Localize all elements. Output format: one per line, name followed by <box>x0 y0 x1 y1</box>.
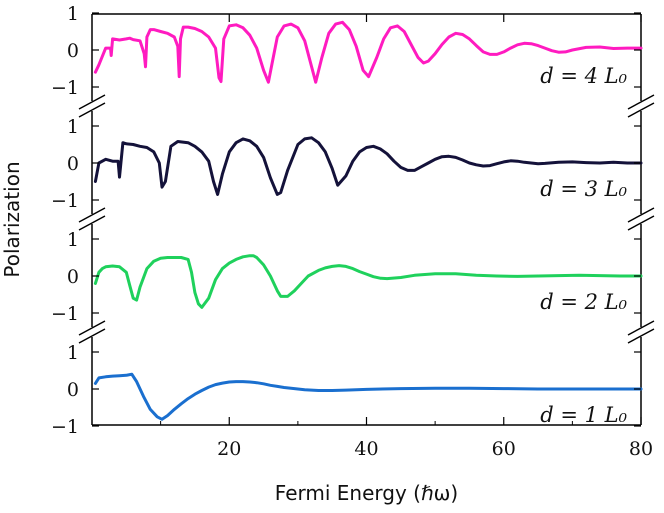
axis-break-mark <box>78 320 106 336</box>
y-tick-label: 1 <box>67 3 79 25</box>
y-tick-label: 1 <box>67 229 79 251</box>
y-axis-title: Polarization <box>0 161 24 277</box>
panel-label: d = 2 L₀ <box>540 290 627 314</box>
x-tick-label: 60 <box>492 438 516 460</box>
axis-break-mark <box>78 94 106 110</box>
axis-break-mark <box>78 215 106 231</box>
series-line <box>93 372 643 421</box>
y-tick-label: −1 <box>51 190 79 212</box>
y-tick-label: −1 <box>51 303 79 325</box>
y-tick-label: 1 <box>67 116 79 138</box>
series-layer: d = 4 L₀ d = 3 L₀ d = 2 L₀ d = 1 L₀ <box>93 20 643 427</box>
axis-break-mark <box>627 320 655 336</box>
y-tick-label: −1 <box>51 77 79 99</box>
axis-break-mark <box>627 207 655 223</box>
axis-break-mark <box>78 207 106 223</box>
panel-label: d = 3 L₀ <box>540 177 627 201</box>
axis-break-mark <box>627 328 655 344</box>
axis-break-mark <box>78 102 106 118</box>
y-tick-label: 1 <box>67 342 79 364</box>
series-line <box>93 136 643 196</box>
x-tick-label: 40 <box>354 438 378 460</box>
x-tick-label: 20 <box>217 438 241 460</box>
panel-label: d = 4 L₀ <box>540 64 627 88</box>
x-axis-title: Fermi Energy (ℏω) <box>275 481 458 505</box>
series-line <box>93 254 643 309</box>
y-tick-label: 0 <box>67 379 79 401</box>
y-tick-label: 0 <box>67 40 79 62</box>
panel-label: d = 1 L₀ <box>540 403 627 427</box>
y-tick-label: −1 <box>51 416 79 438</box>
y-tick-label: 0 <box>67 266 79 288</box>
x-tick-label: 80 <box>629 438 653 460</box>
axis-break-mark <box>627 215 655 231</box>
axis-break-mark <box>627 94 655 110</box>
axis-break-mark <box>78 328 106 344</box>
axis-break-mark <box>627 102 655 118</box>
series-line <box>93 20 643 84</box>
axis-ticks: 1 0 −1 1 0 −1 1 0 −1 1 0 −1 20 40 60 80 <box>51 3 653 460</box>
y-tick-label: 0 <box>67 153 79 175</box>
